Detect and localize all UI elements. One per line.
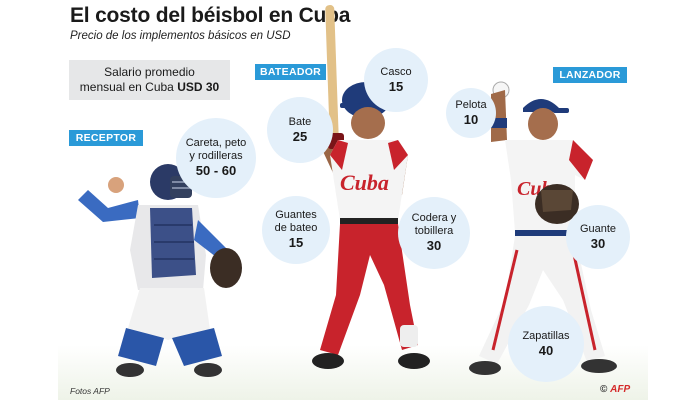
bubble-careta: Careta, peto y rodilleras 50 - 60 (176, 118, 256, 198)
batter-figure: Cuba (312, 5, 430, 369)
batter-jersey-text: Cuba (340, 170, 389, 195)
bubble-guantes-bateo: Guantes de bateo 15 (262, 196, 330, 264)
tag-receptor: RECEPTOR (69, 130, 143, 146)
bubble-bate: Bate 25 (267, 97, 333, 163)
bubble-casco: Casco 15 (364, 48, 428, 112)
bubble-zapatillas-price: 40 (538, 342, 554, 358)
bubble-guantes-bateo-label: Guantes de bateo (274, 209, 318, 234)
bubble-guante-price: 30 (590, 235, 606, 251)
agency-name: AFP (610, 384, 631, 395)
photo-credit: Fotos AFP (70, 386, 110, 396)
bubble-pelota-price: 10 (463, 111, 479, 127)
catcher-figure (78, 164, 242, 377)
bubble-zapatillas-label: Zapatillas (522, 329, 570, 342)
bubble-careta-price: 50 - 60 (195, 163, 237, 178)
tag-bateador: BATEADOR (255, 64, 326, 80)
bubble-bate-label: Bate (288, 115, 312, 128)
afp-logo: © AFP (600, 384, 630, 395)
bubble-codera-label: Codera y tobillera (411, 212, 457, 237)
copyright-symbol: © (600, 384, 608, 395)
salary-line-1: Salario promedio (104, 65, 195, 79)
page-subtitle: Precio de los implementos básicos en USD (70, 30, 291, 42)
bubble-guante-label: Guante (579, 222, 617, 235)
tag-lanzador: LANZADOR (553, 67, 627, 83)
bubble-careta-label: Careta, peto y rodilleras (185, 137, 247, 162)
bubble-guante: Guante 30 (566, 205, 630, 269)
salary-line-2: mensual en Cuba USD 30 (69, 80, 230, 95)
bubble-casco-price: 15 (388, 78, 404, 94)
bubble-guantes-bateo-price: 15 (288, 235, 304, 250)
salary-box: Salario promedio mensual en Cuba USD 30 (69, 60, 230, 100)
bubble-zapatillas: Zapatillas 40 (508, 306, 584, 382)
bubble-codera: Codera y tobillera 30 (398, 197, 470, 269)
salary-value: USD 30 (177, 80, 220, 94)
bubble-codera-price: 30 (426, 238, 442, 253)
bubble-casco-label: Casco (380, 65, 412, 78)
bubble-pelota-label: Pelota (455, 98, 487, 111)
bubble-bate-price: 25 (292, 128, 308, 144)
salary-line-2-prefix: mensual en Cuba (79, 80, 174, 94)
page-title: El costo del béisbol en Cuba (70, 4, 351, 27)
bubble-pelota: Pelota 10 (446, 88, 496, 138)
